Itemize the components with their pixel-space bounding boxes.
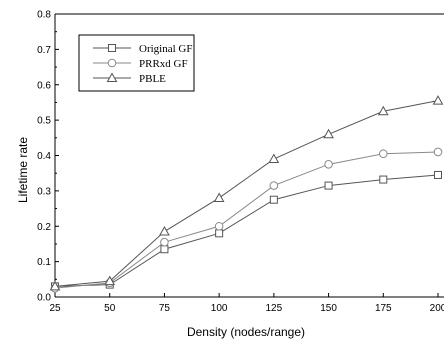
legend-marker-square [108,44,116,52]
x-tick-label: 25 [49,303,61,314]
x-tick-label: 150 [320,303,337,314]
data-point-triangle [104,275,116,286]
y-tick-label: 0.3 [37,186,51,197]
y-axis-title: Lifetime rate [16,137,30,203]
y-tick-label: 0.8 [37,10,51,21]
legend: Original GF PRRxd GF PBLE [78,34,195,92]
data-point-square [379,175,388,184]
y-tick-label: 0.7 [37,45,51,56]
series-line-circle [54,151,439,289]
legend-marker-circle [107,58,117,68]
legend-marker-triangle [106,72,118,82]
y-tick-label: 0.5 [37,116,51,127]
x-tick-label: 125 [266,303,283,314]
data-point-triangle [159,226,170,236]
data-point-triangle [49,280,61,291]
data-point-triangle [268,153,280,164]
data-point-square [160,245,169,254]
data-point-circle [433,147,443,157]
x-tick-label: 75 [159,303,171,314]
legend-label: PRRxd GF [139,58,188,70]
legend-label: Original GF [139,43,192,55]
data-point-circle [214,221,224,231]
data-point-circle [378,149,388,159]
x-tick-label: 175 [375,303,392,314]
data-point-circle [324,160,333,169]
legend-label: PBLE [139,73,166,85]
x-tick-label: 50 [104,303,116,314]
data-point-circle [269,181,279,190]
x-axis-title: Density (nodes/range) [187,325,305,339]
series-line-triangle [54,100,439,287]
data-point-triangle [213,192,225,202]
y-tick-label: 0.1 [37,257,51,268]
y-tick-label: 0.4 [37,151,51,162]
series-line-square [54,174,439,287]
data-point-triangle [377,105,389,116]
data-point-square [324,181,333,190]
data-point-square [434,170,442,179]
y-tick-label: 0.6 [37,80,51,91]
data-point-triangle [323,128,334,139]
data-point-triangle [432,95,444,105]
y-tick-label: 0.0 [37,293,51,304]
x-tick-label: 200 [430,303,444,314]
y-tick-label: 0.2 [37,222,51,233]
x-tick-label: 100 [211,303,228,314]
data-point-circle [160,237,169,247]
data-point-square [215,229,224,238]
data-point-square [269,195,278,204]
